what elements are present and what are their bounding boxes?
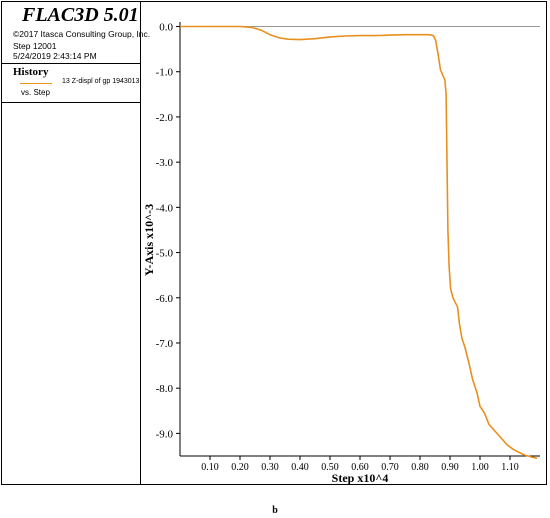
y-tick-label: -9.0 [156, 428, 174, 440]
legend-label: 13 Z-displ of gp 1943013 [62, 78, 140, 85]
y-tick-label: -3.0 [156, 157, 174, 169]
y-tick-label: -5.0 [156, 248, 174, 260]
y-tick-label: -1.0 [156, 67, 174, 79]
y-tick-label: -8.0 [156, 383, 174, 395]
legend-swatch [20, 83, 52, 84]
history-heading: History [13, 66, 49, 78]
step-text: Step 12001 [13, 41, 57, 51]
plot-frame: FLAC3D 5.01 ©2017 Itasca Consulting Grou… [1, 1, 547, 485]
x-tick-label: 0.80 [411, 462, 429, 473]
x-tick-label: 1.00 [471, 462, 489, 473]
app-title: FLAC3D 5.01 [22, 4, 139, 26]
x-tick-label: 0.30 [261, 462, 279, 473]
x-axis-label: Step x10^4 [332, 471, 389, 485]
legend-vs-label: vs. Step [21, 88, 50, 97]
y-tick-label: 0.0 [159, 22, 173, 34]
copyright-text: ©2017 Itasca Consulting Group, Inc. [13, 29, 151, 39]
x-tick-label: 1.10 [501, 462, 519, 473]
panel-divider-bottom [2, 102, 140, 103]
y-tick-label: -2.0 [156, 112, 174, 124]
x-tick-label: 0.10 [201, 462, 219, 473]
x-tick-label: 0.90 [441, 462, 459, 473]
series-line-0 [180, 25, 538, 460]
y-tick-label: -4.0 [156, 202, 174, 214]
panel-divider [2, 63, 140, 64]
x-tick-label: 0.70 [381, 462, 399, 473]
y-axis-label: Y-Axis x10^-3 [142, 204, 156, 276]
y-tick-label: -7.0 [156, 338, 174, 350]
chart-canvas: 0.0 -1.0 -2.0 -3.0 -4.0 -5.0 -6.0 -7.0 -8.0 -9.0 0… [142, 22, 540, 485]
x-tick-label: 0.40 [291, 462, 309, 473]
x-tick-label: 0.50 [321, 462, 339, 473]
datetime-text: 5/24/2019 2:43:14 PM [13, 51, 97, 61]
info-panel: FLAC3D 5.01 ©2017 Itasca Consulting Grou… [2, 2, 150, 484]
figure-caption: b [272, 505, 278, 516]
y-tick-label: -6.0 [156, 293, 174, 305]
x-tick-label: 0.60 [351, 462, 369, 473]
x-tick-label: 0.20 [231, 462, 249, 473]
